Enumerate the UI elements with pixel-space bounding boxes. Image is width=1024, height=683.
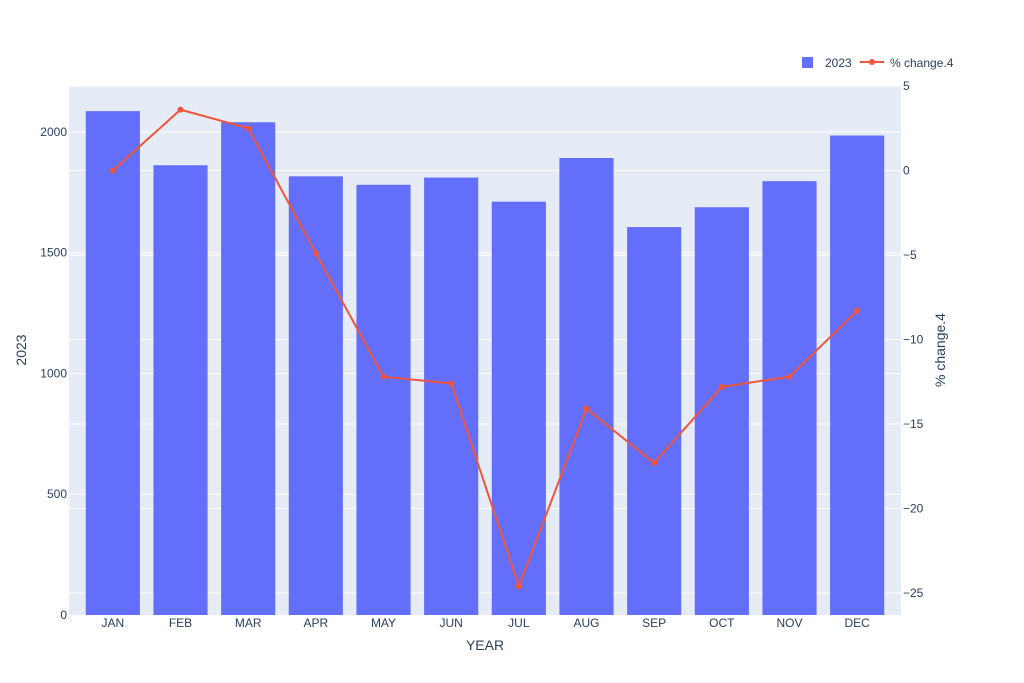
- x-tick-label: FEB: [169, 616, 192, 630]
- legend[interactable]: 2023 % change.4: [802, 56, 954, 70]
- y-tick-label: 0: [60, 608, 67, 622]
- bar-series: [85, 111, 885, 616]
- x-tick-label: JAN: [101, 616, 124, 630]
- y2-tick-label: −5: [903, 248, 917, 262]
- y2-tick-label: −10: [903, 333, 924, 347]
- y-tick-label: 1500: [40, 246, 67, 260]
- line-point-mar: [245, 125, 252, 132]
- line-point-may: [380, 373, 387, 380]
- line-point-feb: [177, 106, 184, 113]
- y-tick-label: 2000: [40, 125, 67, 139]
- y-tick-label: 1000: [40, 366, 67, 380]
- line-series: [109, 106, 861, 590]
- y2-axis-title: % change.4: [932, 313, 948, 387]
- bar-nov: [762, 181, 817, 615]
- x-tick-label: AUG: [573, 616, 599, 630]
- line-point-dec: [854, 307, 861, 314]
- bar-jun: [424, 177, 479, 615]
- y2-tick-label: −15: [903, 417, 924, 431]
- y2-tick-label: 0: [903, 164, 910, 178]
- line-point-jan: [109, 167, 116, 174]
- legend-bar-swatch: [802, 57, 813, 68]
- y2-tick-label: 5: [903, 79, 910, 93]
- line-point-oct: [718, 383, 725, 390]
- bar-jan: [85, 111, 140, 615]
- legend-bar-label: 2023: [825, 56, 852, 70]
- y2-tick-label: −25: [903, 586, 924, 600]
- legend-line-label: % change.4: [890, 56, 954, 70]
- x-tick-label: JUL: [508, 616, 530, 630]
- x-axis-title: YEAR: [466, 637, 504, 653]
- y2-tick-label: −20: [903, 502, 924, 516]
- line-path: [112, 108, 858, 590]
- plot-background: [69, 86, 901, 615]
- y-tick-label: 500: [47, 487, 67, 501]
- line-point-aug: [583, 405, 590, 412]
- legend-line-marker: [869, 59, 875, 65]
- y-axis-ticks: 0 500 1000 1500 2000: [40, 125, 67, 622]
- gridlines: [69, 85, 901, 594]
- bar-apr: [288, 176, 343, 615]
- x-tick-label: SEP: [642, 616, 666, 630]
- x-tick-label: DEC: [844, 616, 870, 630]
- bar-aug: [559, 157, 614, 615]
- y2-axis-ticks: 5 0 −5 −10 −15 −20 −25: [903, 79, 924, 600]
- bar-feb: [153, 165, 208, 615]
- bar-may: [356, 184, 411, 615]
- x-tick-label: JUN: [439, 616, 462, 630]
- line-point-jun: [448, 380, 455, 387]
- line-point-sep: [651, 459, 658, 466]
- line-point-jul: [515, 583, 522, 590]
- bar-mar: [221, 122, 276, 615]
- x-tick-label: NOV: [776, 616, 802, 630]
- bar-sep: [627, 227, 682, 616]
- line-point-apr: [312, 250, 319, 257]
- x-tick-label: APR: [303, 616, 328, 630]
- x-axis-ticks: JAN FEB MAR APR MAY JUN JUL AUG SEP OCT NOV DEC: [101, 616, 870, 630]
- bar-oct: [694, 207, 749, 616]
- y-axis-title: 2023: [13, 334, 29, 365]
- bar-dec: [830, 135, 885, 616]
- x-tick-label: MAR: [235, 616, 262, 630]
- bar-jul: [491, 201, 546, 615]
- line-point-nov: [786, 373, 793, 380]
- x-tick-label: OCT: [709, 616, 735, 630]
- x-tick-label: MAY: [371, 616, 396, 630]
